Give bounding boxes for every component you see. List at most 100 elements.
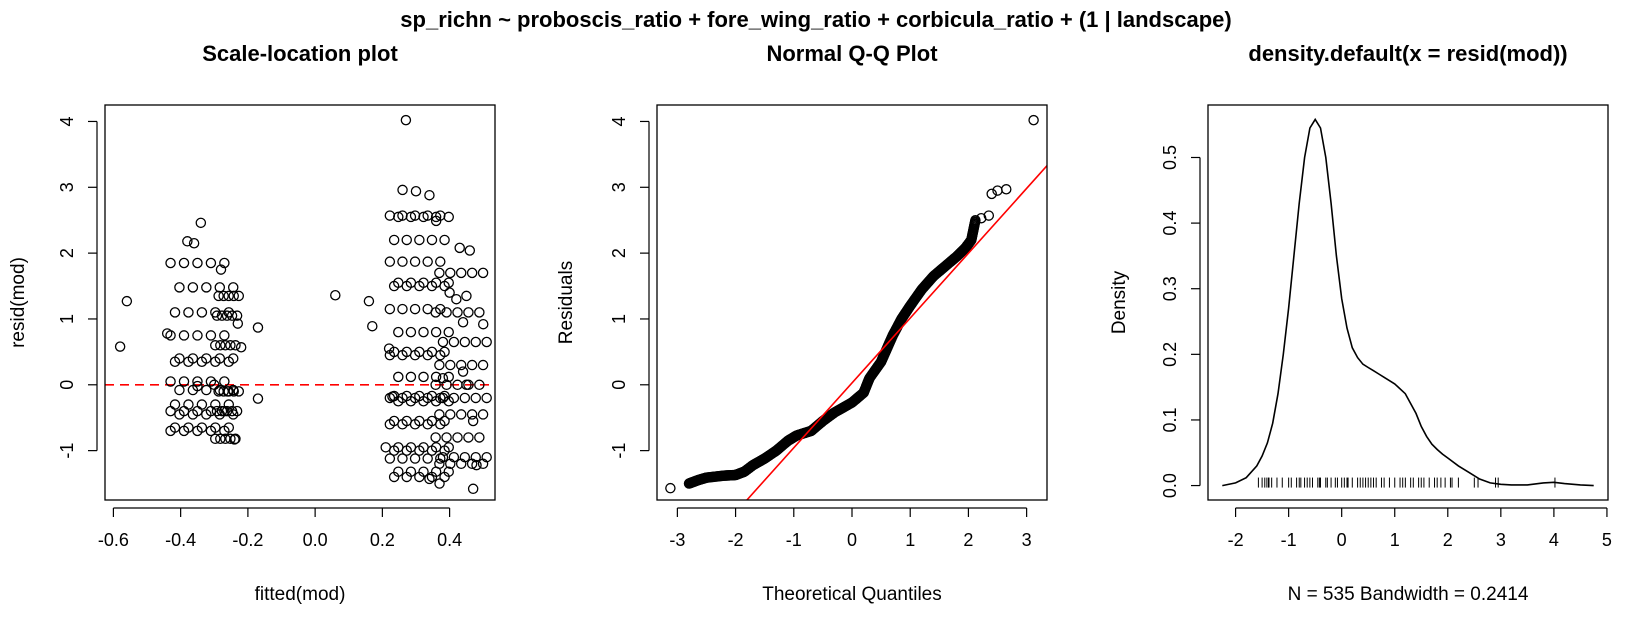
qq-y-tick-label: 3	[609, 182, 629, 192]
residual-point	[397, 303, 408, 315]
scale-location-y-tick-label: 0	[57, 380, 77, 390]
residual-point	[227, 282, 239, 293]
x-axis-label-2: Theoretical Quantiles	[762, 584, 942, 605]
qq-y-tick-label: 4	[609, 116, 629, 126]
residual-point	[418, 277, 429, 288]
residual-point	[434, 409, 445, 420]
residual-point	[430, 379, 441, 391]
residual-point	[182, 236, 193, 247]
panel-title-qq: Normal Q-Q Plot	[766, 41, 938, 66]
residual-point	[463, 379, 474, 391]
residual-point	[437, 336, 449, 348]
x-axis-2: -3 -2 -1 0 1 2 3	[669, 507, 1032, 550]
residual-point	[218, 386, 229, 397]
plot-frame-1	[104, 104, 496, 501]
residual-point	[441, 432, 452, 443]
qq-x-tick-label: -1	[786, 530, 802, 550]
residual-point	[455, 267, 467, 279]
residual-point	[213, 386, 224, 397]
residual-point	[466, 267, 478, 279]
residual-point	[466, 359, 478, 371]
residual-point	[414, 234, 425, 246]
residual-point	[401, 415, 412, 427]
residual-point	[235, 342, 247, 353]
density-x-tick-label: 2	[1443, 530, 1453, 550]
qq-x-tick-label: -2	[728, 530, 744, 550]
residual-point	[459, 336, 471, 348]
residual-point	[196, 422, 208, 433]
residual-point	[397, 256, 408, 267]
residual-point	[219, 376, 230, 387]
scale-location-x-tick-label: -0.4	[165, 530, 196, 550]
residual-point	[470, 451, 481, 463]
residual-point	[367, 320, 378, 332]
scale-location-y-tick-label: 4	[57, 116, 77, 126]
scale-location-y-tick-label: 3	[57, 182, 77, 192]
residual-point	[221, 405, 233, 417]
residual-point	[178, 330, 190, 341]
residual-point	[388, 390, 400, 402]
residual-point	[231, 405, 243, 417]
residual-point	[219, 330, 230, 341]
residual-point	[409, 256, 421, 267]
residual-point	[400, 114, 412, 126]
residual-point	[215, 433, 226, 445]
residual-point	[215, 340, 226, 351]
residual-point	[451, 293, 462, 305]
residual-point	[444, 287, 455, 298]
residual-point	[439, 234, 450, 246]
density-y-tick-label: 0.4	[1160, 211, 1180, 236]
residual-point	[211, 405, 223, 417]
scale-location-x-tick-label: 0.2	[370, 530, 395, 550]
qq-y-tick-label: 2	[609, 248, 629, 258]
qq-x-tick-label: 1	[905, 530, 915, 550]
residual-point	[210, 340, 221, 351]
residual-point	[205, 330, 217, 341]
residual-point	[445, 267, 456, 279]
residual-point	[219, 257, 230, 269]
residual-point	[424, 473, 435, 485]
residual-point	[434, 478, 445, 489]
residual-point	[169, 399, 181, 410]
scale-location-x-tick-label: -0.6	[98, 530, 129, 550]
x-axis-label-1: fitted(mod)	[255, 584, 346, 605]
residual-point	[401, 346, 412, 358]
y-axis-label-2: Residuals	[556, 261, 577, 344]
qq-point	[970, 214, 981, 226]
residual-point	[201, 384, 212, 396]
residual-point	[228, 290, 239, 302]
residual-point	[205, 376, 217, 387]
residual-point	[393, 466, 404, 477]
residual-point	[232, 318, 244, 329]
residual-point	[481, 451, 492, 463]
rug-layer	[1257, 477, 1556, 488]
density-x-tick-label: 3	[1496, 530, 1506, 550]
residual-point	[434, 359, 445, 371]
residual-point	[422, 453, 433, 464]
residual-point	[443, 211, 454, 223]
qq-x-tick-label: 2	[963, 530, 973, 550]
density-curve-layer	[1222, 117, 1594, 487]
residual-point	[183, 399, 194, 410]
residual-point	[441, 379, 452, 391]
points-layer-2	[665, 114, 1039, 494]
residual-point	[474, 432, 485, 443]
residual-point	[216, 310, 228, 321]
residual-point	[467, 415, 479, 427]
qq-y-tick-label: 0	[609, 380, 629, 390]
figure-title: sp_richn ~ proboscis_ratio + fore_wing_r…	[400, 7, 1231, 32]
residual-point	[455, 458, 467, 470]
qq-x-tick-label: -3	[669, 530, 685, 550]
density-x-tick-label: -1	[1281, 530, 1297, 550]
residual-point	[470, 392, 481, 404]
residual-point	[225, 340, 236, 351]
residual-point	[443, 371, 454, 383]
residual-point	[121, 295, 133, 307]
ref-line-layer-2	[745, 165, 1047, 500]
qq-x-tick-label: 3	[1022, 530, 1032, 550]
density-x-tick-label: 0	[1337, 530, 1347, 550]
residual-point	[426, 415, 438, 427]
residual-point	[388, 234, 400, 246]
density-x-tick-label: 4	[1549, 530, 1559, 550]
